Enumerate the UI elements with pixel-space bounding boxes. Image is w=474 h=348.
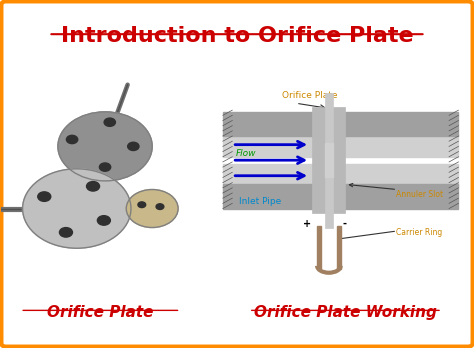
Circle shape: [104, 118, 116, 126]
Bar: [223, 184, 458, 208]
Bar: [337, 226, 341, 269]
Bar: [317, 226, 321, 269]
Bar: [223, 134, 458, 157]
Circle shape: [59, 228, 73, 237]
Bar: [223, 164, 458, 187]
Circle shape: [126, 190, 178, 228]
Text: Orifice Plate: Orifice Plate: [47, 305, 154, 320]
Circle shape: [100, 163, 111, 171]
Bar: [312, 107, 346, 213]
Text: Orifice Plate: Orifice Plate: [282, 91, 337, 100]
Text: +: +: [303, 219, 311, 229]
Bar: [325, 93, 333, 228]
Circle shape: [38, 192, 51, 201]
Circle shape: [23, 169, 131, 248]
Text: Annuler Slot: Annuler Slot: [396, 190, 443, 199]
Text: Orifice Plate Working: Orifice Plate Working: [254, 305, 437, 320]
Circle shape: [156, 204, 164, 209]
Circle shape: [66, 135, 78, 144]
Text: Carrier Ring: Carrier Ring: [396, 228, 443, 237]
Text: Inlet Pipe: Inlet Pipe: [239, 197, 282, 206]
Text: Flow: Flow: [236, 150, 256, 158]
Text: -: -: [342, 219, 346, 229]
Circle shape: [87, 182, 100, 191]
Circle shape: [128, 142, 139, 151]
Circle shape: [138, 202, 146, 207]
Bar: [325, 143, 333, 177]
Circle shape: [58, 112, 152, 181]
Text: Introduction to Orifice Plate: Introduction to Orifice Plate: [61, 25, 413, 46]
Circle shape: [97, 216, 110, 225]
Bar: [223, 112, 458, 136]
